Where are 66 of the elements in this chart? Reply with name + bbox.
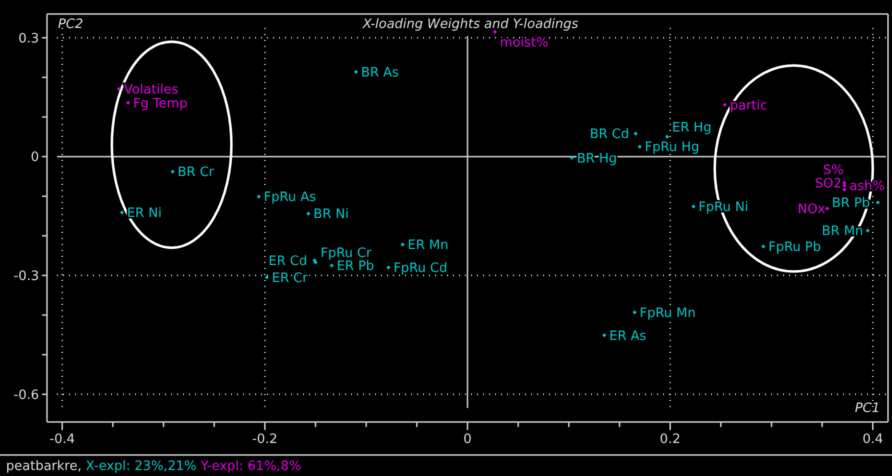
point [602,333,606,338]
point [126,100,130,105]
data-label: FpRu As [264,190,316,206]
data-label: moist% [500,35,548,50]
data-label: BR Cd [590,127,630,142]
text: X-expl: 23%,21% [86,459,201,474]
x-tick-label: 0 [463,432,472,447]
x-tick-label: -0.4 [50,432,75,447]
point [665,134,670,139]
point [638,144,642,149]
data-label: S% [823,163,844,178]
data-label: FpRu Cd [393,261,448,276]
data-label: ER Cd [268,254,308,269]
point [866,228,870,233]
y-tick-label: -0.3 [14,268,39,284]
data-label: FpRu Cr [320,246,372,261]
point [492,30,497,34]
data-label: ER Ni [126,206,162,222]
point [570,156,574,160]
y-tick-label: -0.6 [14,388,39,403]
point [354,70,358,74]
point [761,244,766,249]
data-label: ER Mn [408,238,448,254]
text: Y-expl: 61%,8% [200,459,302,474]
point [842,180,846,185]
point [400,242,405,247]
data-label: ER Pb [336,259,374,274]
data-label: BR As [361,65,400,80]
y-axis-title: PC2 [58,17,84,32]
point [256,194,261,199]
point [330,264,334,268]
data-label: FpRu Pb [768,240,822,256]
data-label: NOx [798,202,826,218]
point [825,206,830,210]
data-label: Volatiles [124,82,179,98]
data-label: BR Cr [178,165,215,180]
data-label: ER As [609,328,647,344]
data-label: FpRu Mn [640,306,696,321]
data-label: Fg Temp [133,96,188,112]
point [120,210,124,214]
point [386,266,390,270]
point [722,102,727,107]
data-label: partic [730,98,768,114]
point [116,86,121,91]
point [876,200,880,205]
x-tick-label: -0.2 [252,432,278,447]
x-axis-title: PC1 [854,401,880,416]
point [634,132,638,136]
y-tick-label: 0 [30,150,39,166]
point [264,275,269,280]
point [170,170,175,174]
data-label: BR Ni [313,207,349,222]
data-label: ER Hg [672,120,712,136]
point [306,212,310,216]
data-label: SO2 [814,176,842,192]
point [632,310,637,314]
x-tick-label: 0.2 [660,432,680,447]
x-tick-label: 0.4 [862,432,884,447]
point [691,204,696,209]
data-label: FpRu Hg [644,140,700,156]
data-label: ER Cr [272,270,308,286]
point [842,184,846,188]
chart-title: X-loading Weights and Y-loadings [362,17,578,32]
point [842,187,846,192]
y-tick-label: 0.3 [18,31,39,46]
text: peatbarkre, [6,459,86,474]
